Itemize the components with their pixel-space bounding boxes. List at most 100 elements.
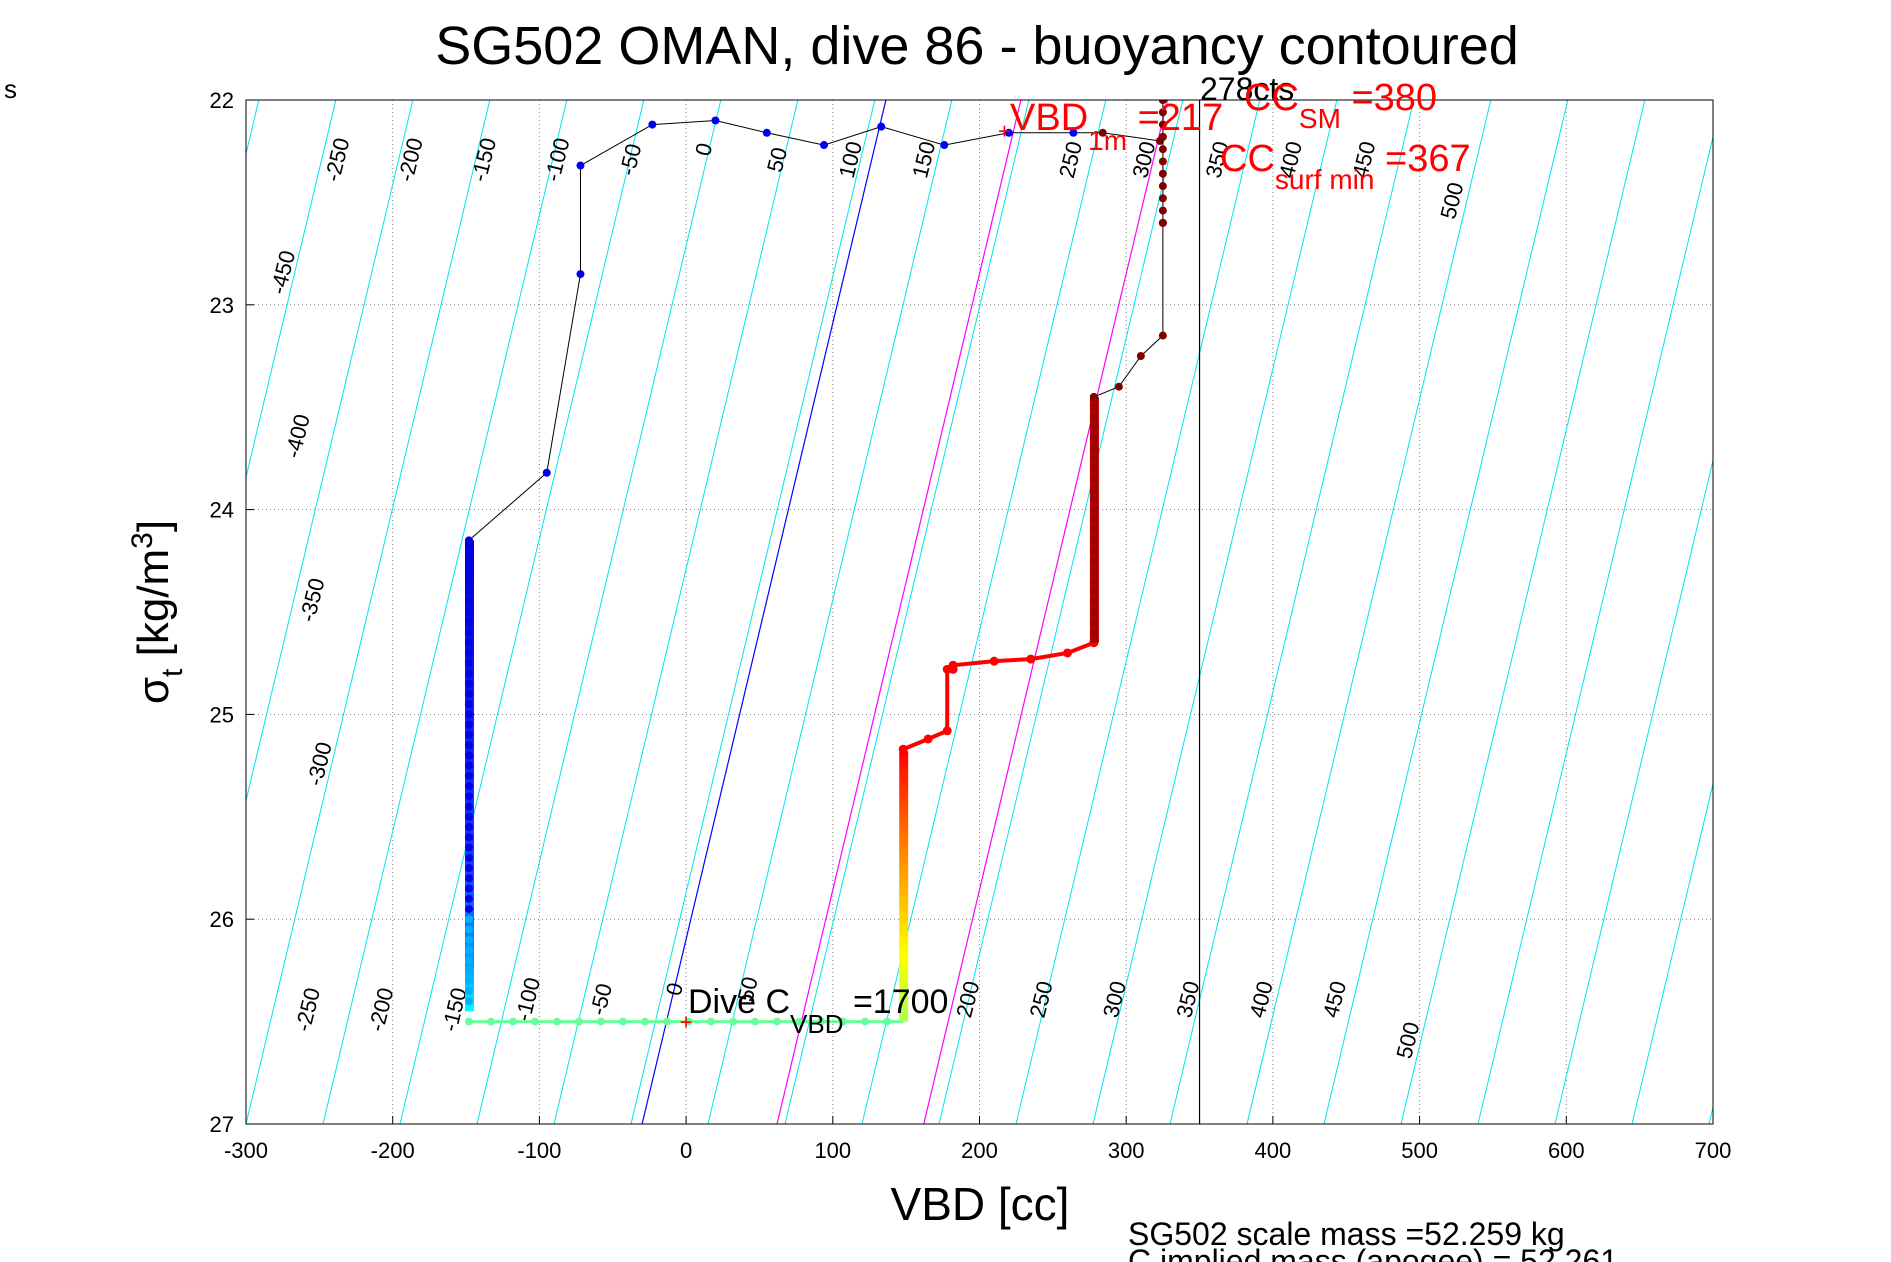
contour-label: -300 — [302, 739, 337, 788]
y-axis-label-main: σ — [129, 677, 178, 704]
mass-line-2: C implied mass (apogee) = 52.261 — [1128, 1243, 1618, 1262]
bottom-point — [883, 1017, 892, 1026]
contour-line — [553, 100, 799, 1124]
contour-label: -200 — [393, 135, 428, 184]
grid-lines — [246, 100, 1713, 1124]
contour-label: 300 — [1098, 978, 1131, 1020]
blue-point — [464, 751, 473, 760]
blue-point — [464, 997, 473, 1006]
blue-point — [464, 659, 473, 668]
blue-point — [464, 669, 473, 678]
bottom-point — [751, 1017, 760, 1026]
blue-point — [464, 710, 473, 719]
bottom-point — [641, 1017, 650, 1026]
x-tick-label: -200 — [371, 1138, 415, 1163]
blue-point — [464, 812, 473, 821]
blue-point — [464, 720, 473, 729]
contour-label: 0 — [690, 140, 717, 158]
y-tick-label: 26 — [210, 907, 234, 932]
x-tick-labels: -300 -200 -100 0 100 200 300 400 500 600 700 — [224, 1116, 1731, 1163]
blue-point — [464, 792, 473, 801]
dark-red-point — [1089, 444, 1098, 453]
profile-point — [877, 122, 886, 131]
contour-label: -250 — [290, 985, 325, 1034]
dark-red-point — [1089, 526, 1098, 535]
contour-line — [1477, 134, 1713, 1124]
bottom-point — [839, 1017, 848, 1026]
dark-red-upper-point — [1136, 352, 1145, 360]
contour-line — [246, 100, 337, 480]
blue-point — [464, 587, 473, 596]
bottom-point — [817, 1017, 826, 1026]
y-tick-label: 27 — [210, 1112, 234, 1137]
blue-point — [464, 935, 473, 944]
cc-sm-sub: SM — [1299, 103, 1341, 134]
magenta-line — [923, 100, 1169, 1124]
contour-label: -450 — [265, 248, 300, 297]
contour-label: 50 — [733, 974, 763, 1004]
dark-red-point — [1089, 403, 1098, 412]
blue-point — [464, 700, 473, 709]
contour-line — [1400, 100, 1646, 1124]
cc-surf-value: =367 — [1374, 138, 1470, 180]
x-tick-label: 200 — [961, 1138, 998, 1163]
blue-point — [464, 741, 473, 750]
profile-point — [542, 468, 551, 477]
x-tick-label: 0 — [680, 1138, 692, 1163]
blue-point — [464, 884, 473, 893]
bottom-point — [486, 1017, 495, 1026]
contour-line — [399, 100, 645, 1124]
dark-red-point — [1089, 515, 1098, 524]
contour-label: -100 — [510, 975, 545, 1024]
bottom-point — [530, 1017, 539, 1026]
dark-red-point — [1089, 546, 1098, 555]
y-axis-label: σt [kg/m3] — [126, 520, 189, 704]
dark-red-point — [1089, 474, 1098, 483]
blue-point — [464, 823, 473, 832]
bottom-point — [685, 1017, 694, 1026]
magenta-line — [776, 100, 1022, 1124]
blue-point — [464, 966, 473, 975]
blue-point — [464, 536, 473, 545]
dark-red-top-point — [1158, 218, 1167, 227]
blue-point — [464, 597, 473, 606]
x-tick-label: 500 — [1401, 1138, 1438, 1163]
y-axis-label-rest: [kg/m — [129, 549, 178, 669]
contour-label: 250 — [1025, 978, 1058, 1020]
contour-line — [707, 100, 953, 1124]
blue-point — [464, 894, 473, 903]
contour-label: 300 — [1127, 139, 1160, 181]
contour-line — [476, 100, 722, 1124]
dark-red-top-point — [1158, 132, 1167, 141]
cc-sm-annotation: CCSM =380 — [1244, 77, 1437, 134]
profile-line-top — [468, 119, 1161, 541]
edge-label: s — [4, 74, 17, 104]
blue-point — [464, 956, 473, 965]
contour-label: -400 — [280, 412, 315, 461]
chart-title: SG502 OMAN, dive 86 - buoyancy contoured — [435, 16, 1519, 76]
bottom-point — [575, 1017, 584, 1026]
contour-label: 100 — [834, 139, 867, 181]
dark-red-upper-point — [1114, 382, 1123, 391]
profile-point — [819, 141, 828, 150]
profile-point — [940, 141, 949, 150]
dark-red-upper-point — [1089, 392, 1098, 401]
vbd-1m-annotation: VBD1m =217 — [1010, 97, 1223, 156]
contour-line — [1708, 1105, 1713, 1124]
dark-red-point — [1089, 423, 1098, 432]
dark-red-point — [1089, 464, 1098, 473]
blue-point — [464, 730, 473, 739]
svg-text:CCSM =380: CCSM =380 — [1244, 77, 1437, 134]
profile-point — [711, 116, 720, 125]
svg-text:CCsurf min =367: CCsurf min =367 — [1220, 138, 1471, 195]
contour-label: -200 — [364, 985, 399, 1034]
contour-line — [0, 100, 105, 1124]
contour-labels: -450 -400 -350 -300 -250 -200 -150 -100 -50 0 50 10… — [265, 135, 1468, 1061]
y-axis-label-sub: t — [156, 668, 189, 677]
contour-line — [784, 100, 1030, 1124]
blue-point — [464, 945, 473, 954]
bottom-point — [553, 1017, 562, 1026]
blue-point — [464, 986, 473, 995]
vbd-1m-marker: + — [998, 119, 1011, 144]
bottom-point — [508, 1017, 517, 1026]
